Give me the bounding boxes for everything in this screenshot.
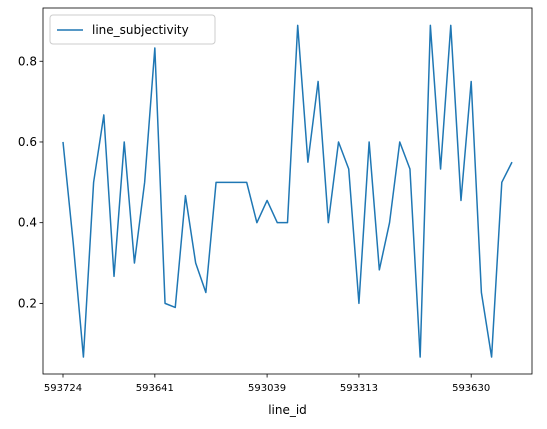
x-tick-label: 593313: [340, 383, 378, 394]
legend: line_subjectivity: [49, 14, 216, 45]
x-tick-label: 593724: [44, 383, 82, 394]
x-tick-label: 593641: [136, 383, 174, 394]
series-line-line-subjectivity: [62, 24, 513, 358]
legend-label: line_subjectivity: [92, 23, 189, 37]
axes-frame: [42, 7, 533, 375]
x-axis-label: line_id: [268, 403, 307, 417]
x-tick-label: 593630: [452, 383, 490, 394]
x-axis-ticks: 593724 593641 593039 593313 593630: [44, 374, 490, 394]
plot-area: [42, 7, 533, 375]
y-tick-label: 0.6: [18, 135, 37, 149]
x-tick-label: 593039: [248, 383, 286, 394]
y-tick-label: 0.8: [18, 54, 37, 68]
legend-box: [49, 14, 216, 45]
y-axis-ticks: 0.2 0.4 0.6 0.8: [18, 54, 43, 310]
y-tick-label: 0.4: [18, 216, 37, 230]
y-tick-label: 0.2: [18, 296, 37, 310]
